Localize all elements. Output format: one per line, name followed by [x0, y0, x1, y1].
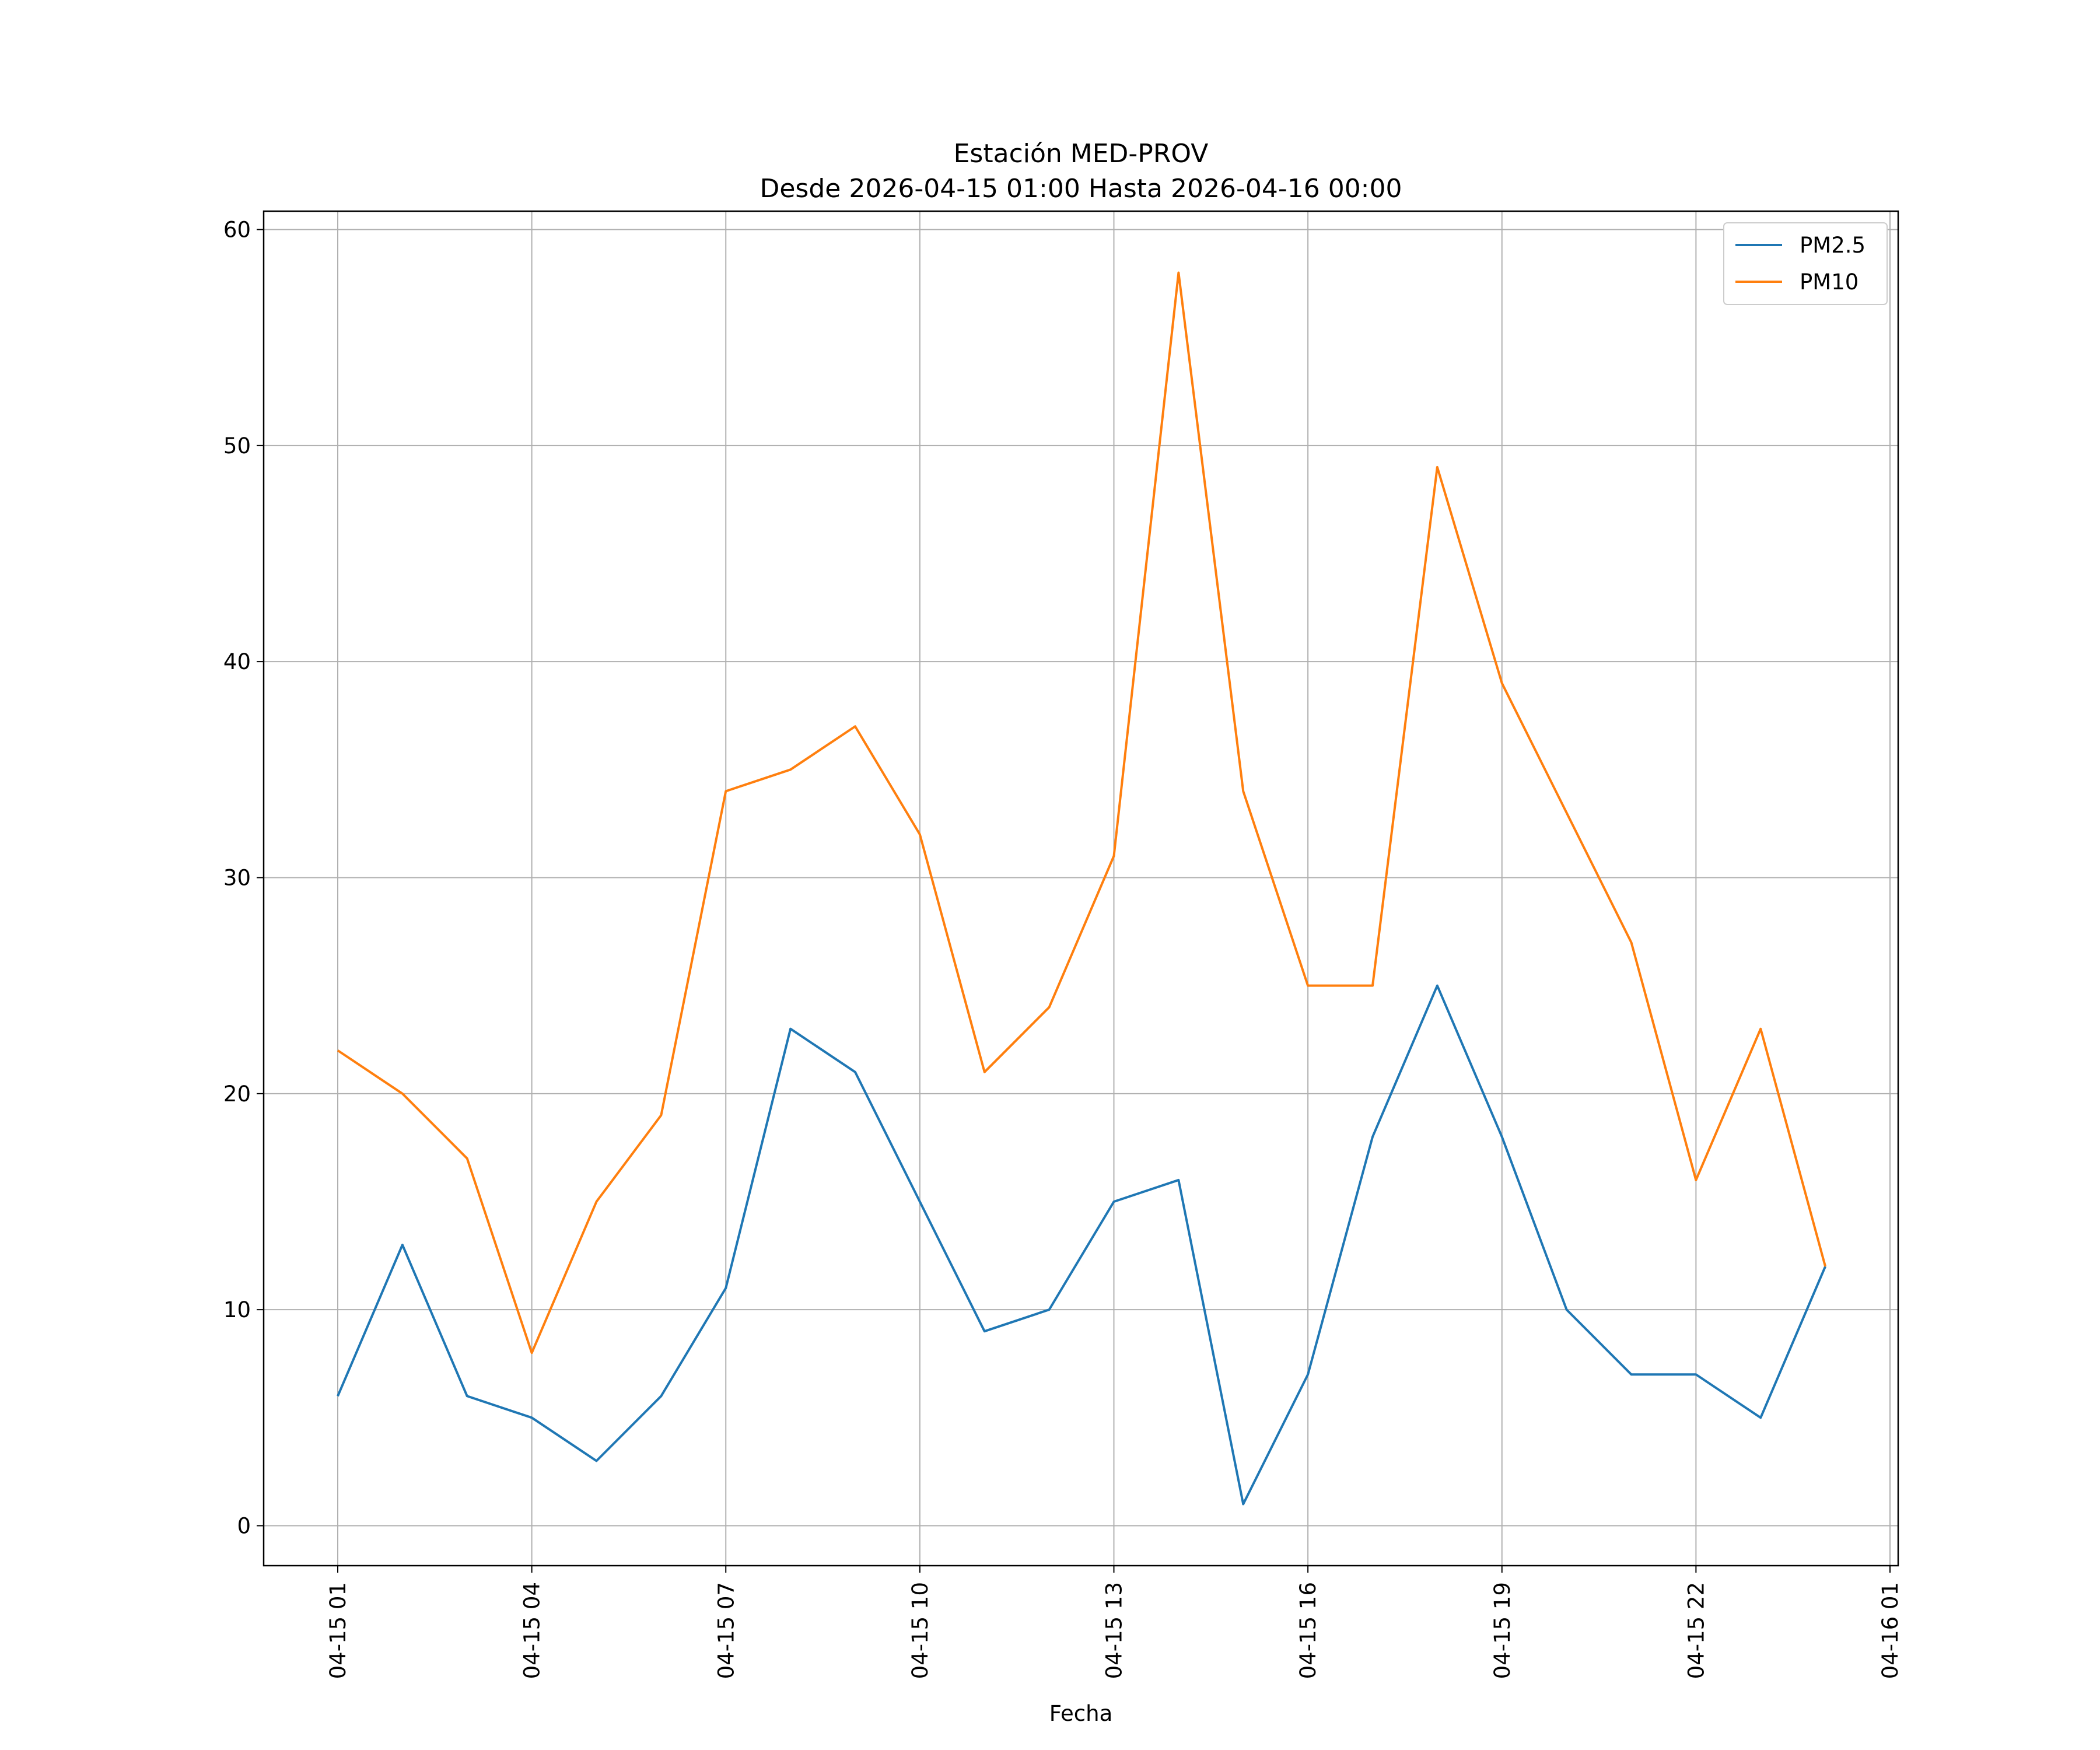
y-tick-label: 50 — [223, 433, 251, 459]
ticks: 0 10 20 30 40 50 60 04-15 01 04-15 04 04-15 07 04-… — [223, 217, 1903, 1679]
y-tick-label: 0 — [237, 1513, 251, 1538]
series-line-pm25 — [337, 984, 1826, 1506]
legend-box — [1723, 222, 1888, 305]
series-line-pm10 — [337, 271, 1827, 1354]
x-tick-label: 04-15 07 — [713, 1582, 738, 1679]
y-tick-label: 40 — [223, 649, 251, 674]
x-axis-label: Fecha — [1049, 1701, 1113, 1726]
x-tick-label: 04-15 01 — [326, 1582, 351, 1679]
x-tick-label: 04-15 22 — [1684, 1582, 1709, 1679]
y-tick-label: 10 — [223, 1297, 251, 1322]
legend-label-pm25: PM2.5 — [1800, 233, 1866, 258]
y-tick-label: 60 — [223, 217, 251, 242]
series-lines — [337, 271, 1827, 1506]
x-tick-label: 04-15 04 — [520, 1582, 545, 1679]
x-tick-label: 04-15 10 — [908, 1582, 933, 1679]
y-tick-label: 30 — [223, 865, 251, 890]
chart-title-line1: Estación MED-PROV — [954, 139, 1209, 169]
x-tick-label: 04-15 16 — [1296, 1582, 1321, 1679]
x-tick-label: 04-15 13 — [1102, 1582, 1127, 1679]
chart-title-line2: Desde 2026-04-15 01:00 Hasta 2026-04-16 … — [760, 174, 1402, 204]
grid — [264, 211, 1898, 1566]
legend-label-pm10: PM10 — [1800, 270, 1859, 295]
x-tick-label: 04-15 19 — [1490, 1582, 1515, 1679]
x-tick-label: 04-16 01 — [1878, 1582, 1903, 1679]
legend: PM2.5 PM10 — [1723, 222, 1888, 305]
plot-frame — [262, 210, 1899, 1567]
y-tick-label: 20 — [223, 1082, 251, 1107]
